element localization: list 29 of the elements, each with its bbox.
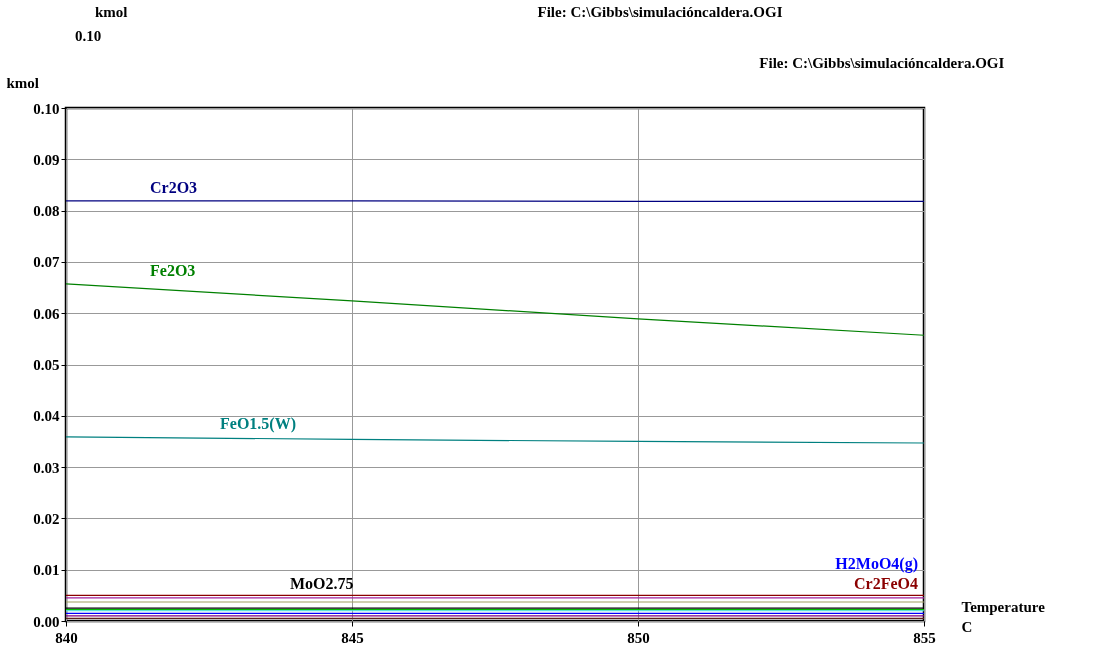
line-series	[66, 283, 924, 336]
line-series	[66, 436, 924, 444]
text: kmol	[95, 4, 128, 21]
y-tick-label: 0.05	[33, 357, 60, 373]
y-tick-label: 0.08	[33, 203, 60, 220]
text: H2MoO4(g)	[835, 555, 918, 574]
x-tick-label: 850	[627, 629, 650, 646]
text: File: C:\Gibbs\simulacióncaldera.OGI	[537, 4, 783, 21]
series-label: Cr2FeO4	[854, 575, 918, 593]
y-tick-label: 0.03	[33, 459, 60, 476]
text: 0.10	[75, 28, 102, 45]
x-tick-label: 855	[913, 629, 936, 646]
y-tick-label: 0.06	[33, 305, 60, 322]
series-label: Fe2O3	[150, 261, 196, 279]
y-tick-label: 0.02	[33, 510, 60, 527]
y-tick-label: 0.00	[33, 613, 60, 630]
y-tick-label: 0.01	[33, 562, 60, 579]
chart-title: File: C:\Gibbs\simulacióncaldera.OGI	[759, 55, 1005, 71]
y-axis-title: kmol	[6, 74, 40, 91]
y-tick-label: 0.04	[33, 408, 60, 425]
series-label: Cr2O3	[150, 178, 198, 196]
y-tick-label: 0.09	[33, 151, 60, 168]
y-tick-label: 0.10	[33, 100, 60, 117]
x-tick-label: 840	[55, 629, 78, 646]
series-label: FeO1.5(W)	[220, 414, 296, 433]
series-label: MoO2.75	[290, 575, 354, 593]
y-tick-label: 0.07	[33, 254, 60, 271]
x-axis-title: Temperature C	[961, 598, 1046, 635]
x-tick-label: 845	[341, 629, 364, 646]
